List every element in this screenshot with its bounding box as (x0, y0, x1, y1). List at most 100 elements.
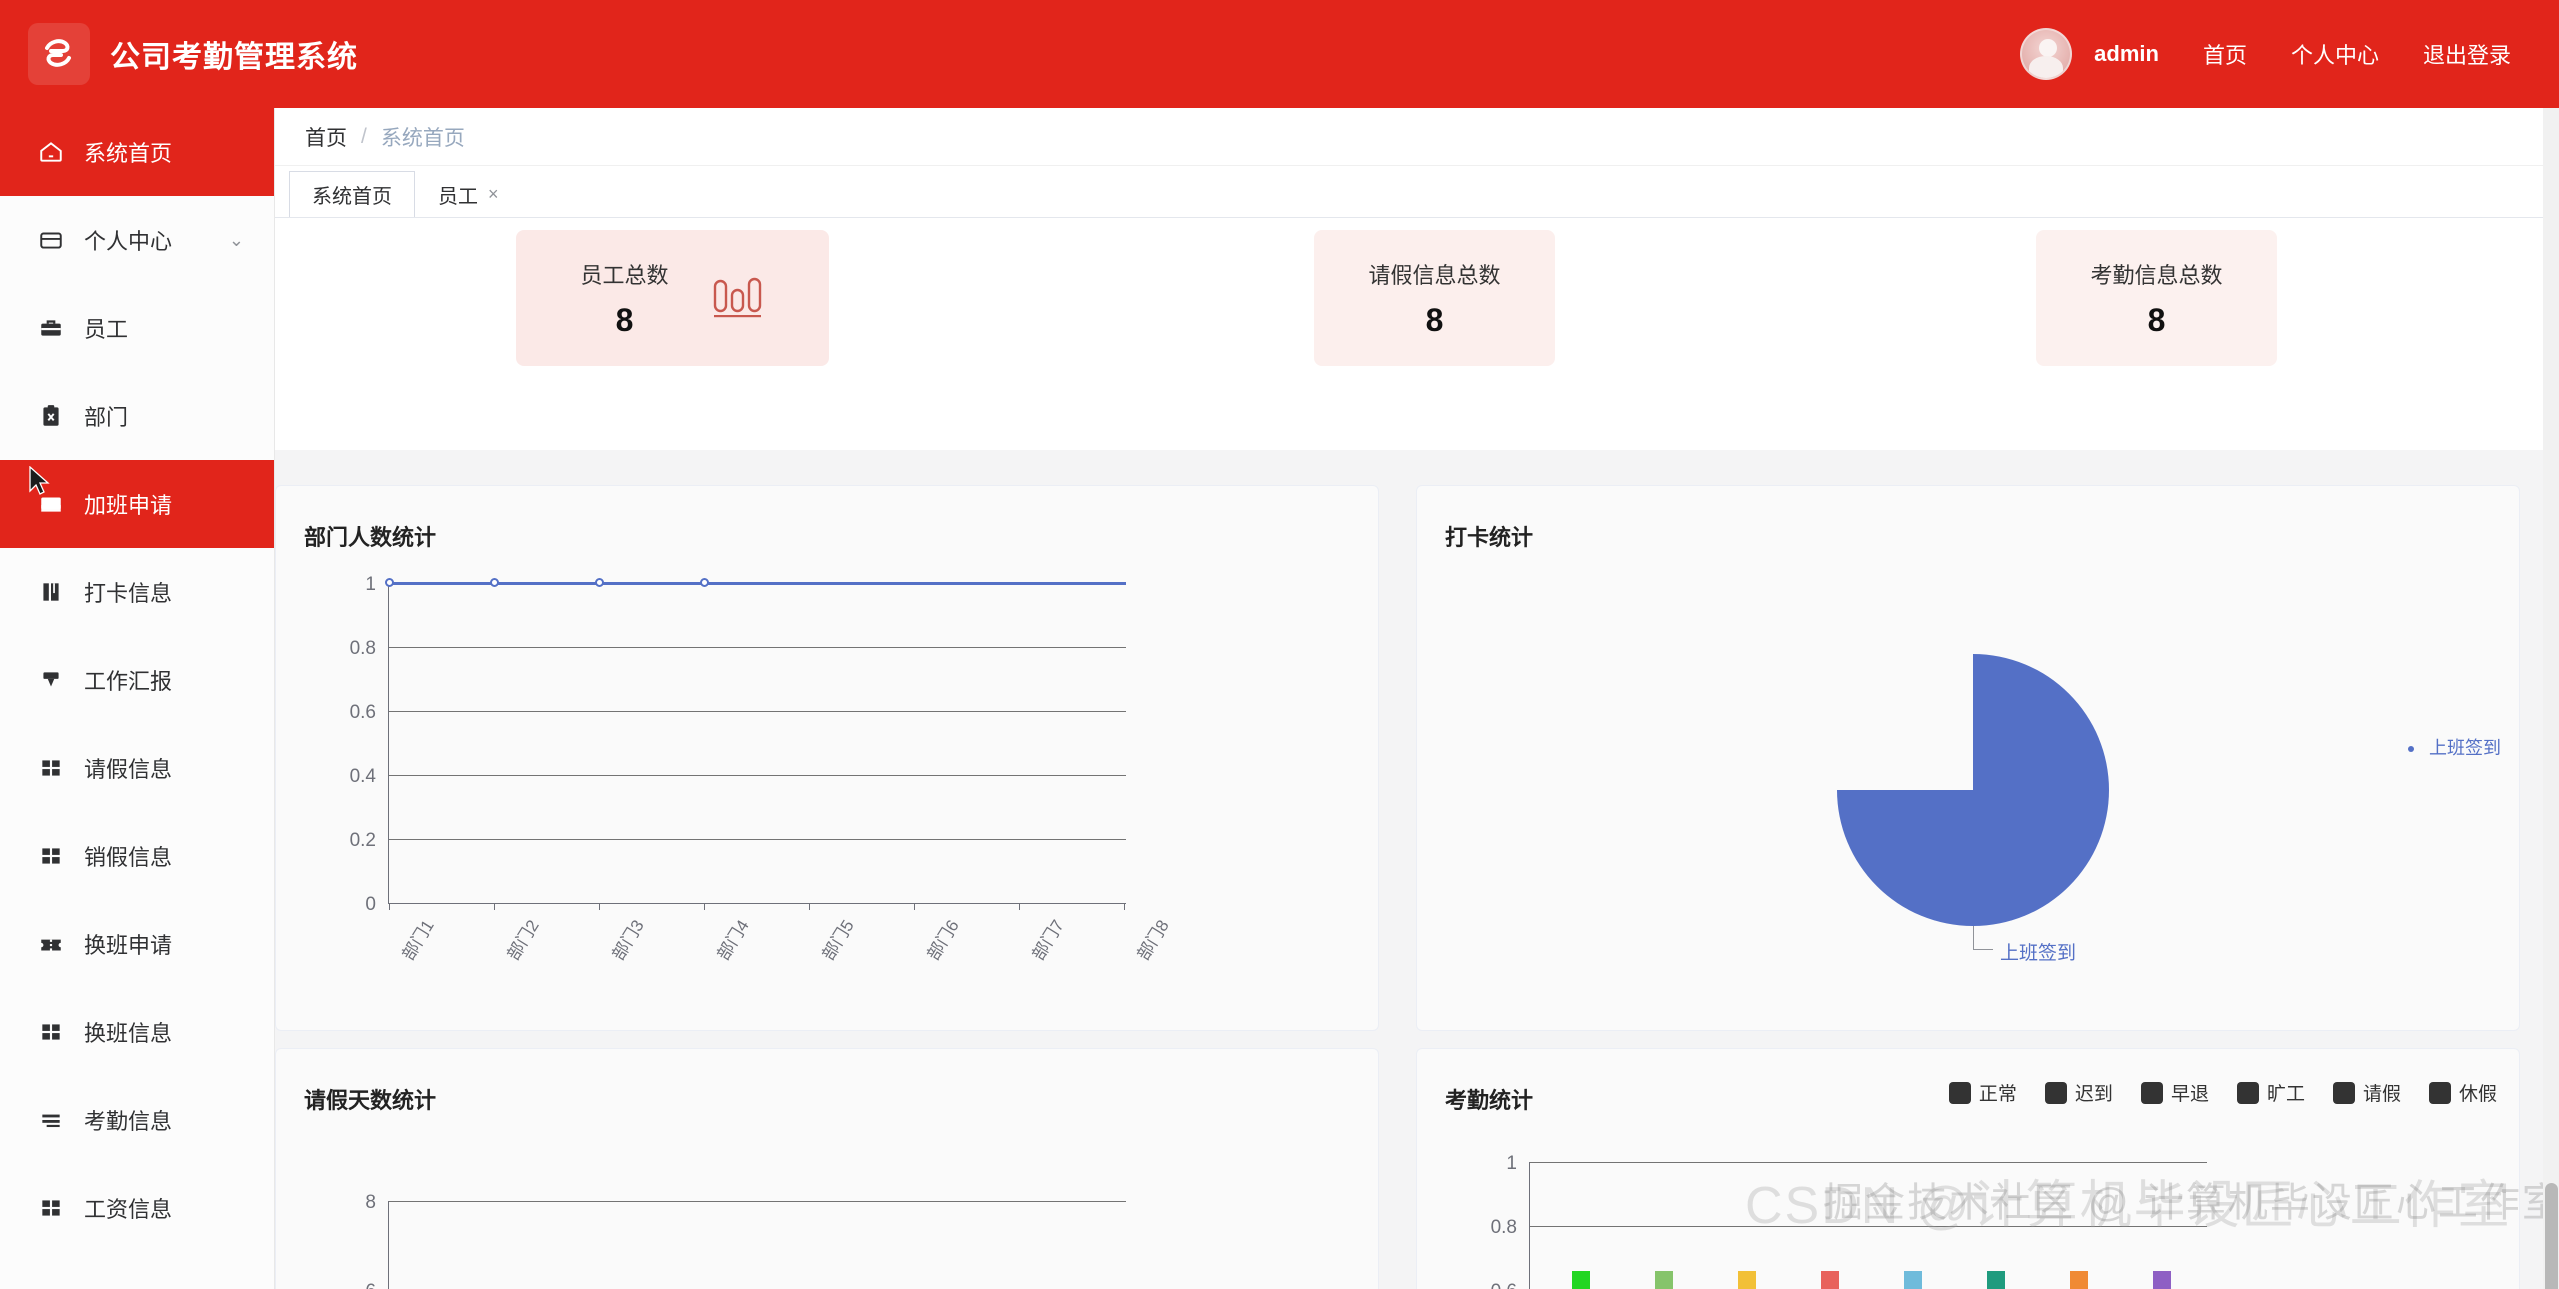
logo-area[interactable]: 公司考勤管理系统 (28, 23, 358, 85)
panel-attendance-stats: 考勤统计 正常 迟到 早退 (1416, 1048, 2520, 1289)
legend-swatch (2428, 1081, 2451, 1104)
x-tick-label: 部门3 (608, 916, 648, 964)
dashboard-content: 员工总数 8 (275, 218, 2559, 1289)
clipboard-icon (36, 401, 66, 431)
tab-system-home[interactable]: 系统首页 (289, 171, 415, 217)
sidebar-item-profile[interactable]: 个人中心 ⌄ (0, 196, 274, 284)
stat-card-value: 8 (1425, 301, 1444, 338)
gridline (388, 647, 1126, 648)
mouse-cursor-icon (29, 466, 50, 495)
y-tick-label: 8 (365, 1192, 376, 1213)
sidebar-item-work-report[interactable]: 工作汇报 (0, 636, 274, 724)
nav-profile[interactable]: 个人中心 (2290, 43, 2379, 68)
sidebar-item-punch-info[interactable]: 打卡信息 (0, 548, 274, 636)
sidebar-item-leave-info[interactable]: 请假信息 (0, 724, 274, 812)
grid-icon (36, 753, 66, 783)
sidebar-item-employee[interactable]: 员工 (0, 284, 274, 372)
data-point (490, 578, 499, 587)
close-icon[interactable]: × (488, 184, 499, 204)
chevron-down-icon[interactable]: ⌄ (228, 229, 244, 250)
bar-extra-1[interactable] (2070, 1271, 2088, 1289)
sidebar-label: 工作汇报 (84, 669, 173, 694)
sidebar-item-overtime-request[interactable]: 加班申请 (0, 460, 274, 548)
y-tick-label: 0.8 (349, 638, 376, 659)
stat-card-leave-total[interactable]: 请假信息总数 8 (1314, 230, 1555, 366)
legend-label: 正常 (1978, 1084, 2017, 1105)
bar-normal[interactable] (1572, 1271, 1590, 1289)
grid-icon (36, 1193, 66, 1223)
nav-logout[interactable]: 退出登录 (2422, 43, 2511, 68)
legend-label: 早退 (2170, 1084, 2209, 1105)
sidebar-label: 个人中心 (84, 229, 173, 254)
stat-card-attendance-total[interactable]: 考勤信息总数 8 (2036, 230, 2277, 366)
monitor-icon (36, 489, 66, 519)
x-tick-label: 部门1 (398, 916, 438, 964)
x-tick (494, 904, 495, 910)
legend-swatch (2044, 1081, 2067, 1104)
leader-line (1973, 949, 1993, 950)
attendance-legend: 正常 迟到 早退 旷工 (1948, 1079, 2497, 1106)
bar-vacation[interactable] (1987, 1271, 2005, 1289)
legend-swatch (2332, 1081, 2355, 1104)
legend-swatch (2236, 1081, 2259, 1104)
nav-home[interactable]: 首页 (2202, 43, 2247, 68)
sidebar-item-shift-request[interactable]: 换班申请 (0, 900, 274, 988)
grid-icon (36, 841, 66, 871)
breadcrumb: 首页 / 系统首页 (275, 108, 2559, 166)
legend-item-late[interactable]: 迟到 (2044, 1079, 2113, 1106)
sidebar-label: 打卡信息 (84, 581, 173, 606)
sidebar-item-leave-cancel-info[interactable]: 销假信息 (0, 812, 274, 900)
home-icon (36, 137, 66, 167)
sidebar-item-department[interactable]: 部门 (0, 372, 274, 460)
stat-card-employee-total[interactable]: 员工总数 8 (516, 230, 829, 366)
bar-late[interactable] (1655, 1271, 1673, 1289)
sidebar-item-shift-info[interactable]: 换班信息 (0, 988, 274, 1076)
legend-item-normal[interactable]: 正常 (1948, 1079, 2017, 1106)
y-tick-label: 0 (365, 894, 376, 915)
bar-absent[interactable] (1821, 1271, 1839, 1289)
tab-employee[interactable]: 员工 × (415, 171, 522, 217)
y-tick-label: 0.2 (349, 830, 376, 851)
gridline (1529, 1226, 2207, 1227)
sidebar-item-attendance-info[interactable]: 考勤信息 (0, 1076, 274, 1164)
x-axis (388, 903, 1126, 904)
gridline (388, 1201, 1126, 1202)
page-scrollbar[interactable] (2543, 108, 2559, 1289)
panel-title: 部门人数统计 (304, 525, 437, 550)
x-tick (1019, 904, 1020, 910)
stat-cards-strip: 员工总数 8 (275, 218, 2559, 450)
pie-slice-punch-in[interactable] (1837, 654, 2109, 926)
legend-item-early-leave[interactable]: 早退 (2140, 1079, 2209, 1106)
sidebar-label: 销假信息 (84, 845, 173, 870)
scrollbar-thumb[interactable] (2545, 1183, 2558, 1289)
attendance-stats-chart: 1 0.8 0.6 (1417, 1049, 2519, 1289)
sidebar-label: 换班申请 (84, 933, 173, 958)
legend-item-leave[interactable]: 请假 (2332, 1079, 2401, 1106)
id-card-icon (36, 225, 66, 255)
bar-early-leave[interactable] (1738, 1271, 1756, 1289)
y-tick-label: 1 (1506, 1153, 1517, 1174)
legend-item-absent[interactable]: 旷工 (2236, 1079, 2305, 1106)
legend-item-vacation[interactable]: 休假 (2428, 1079, 2497, 1106)
bar-leave[interactable] (1904, 1271, 1922, 1289)
bar-extra-2[interactable] (2153, 1271, 2171, 1289)
legend-label: 旷工 (2266, 1084, 2305, 1105)
gridline (1529, 1162, 2207, 1163)
line-series (389, 582, 1126, 585)
gridline (388, 839, 1126, 840)
x-tick (914, 904, 915, 910)
y-tick-label: 0.6 (349, 702, 376, 723)
avatar[interactable] (2020, 28, 2073, 80)
breadcrumb-home[interactable]: 首页 (305, 126, 347, 150)
sidebar-label: 员工 (84, 317, 129, 342)
legend-item-punch-in[interactable]: 上班签到 (2429, 738, 2501, 758)
sidebar-item-home[interactable]: 系统首页 (0, 108, 274, 196)
top-header: 公司考勤管理系统 admin 首页 个人中心 退出登录 (0, 0, 2559, 108)
x-tick (809, 904, 810, 910)
data-point (700, 578, 709, 587)
y-tick-label: 0.4 (349, 766, 376, 787)
sidebar-item-salary-info[interactable]: 工资信息 (0, 1164, 274, 1252)
sidebar-label: 系统首页 (84, 141, 173, 166)
y-tick-label: 0.6 (1437, 1281, 1517, 1289)
gridline (388, 775, 1126, 776)
